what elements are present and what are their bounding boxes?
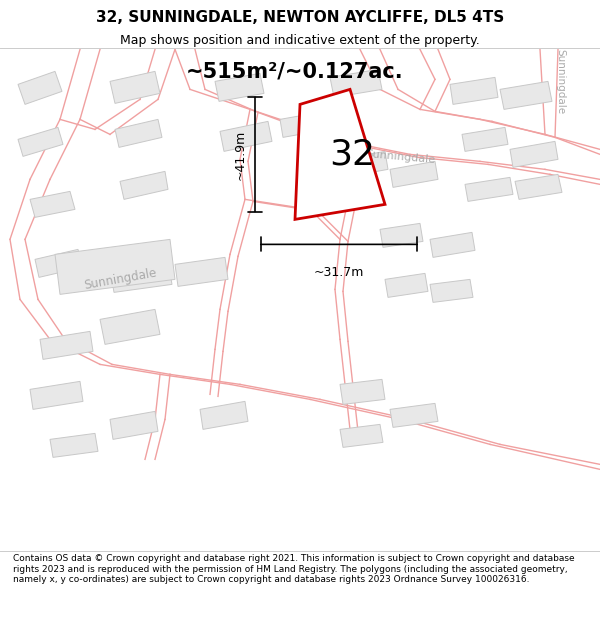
- Polygon shape: [18, 71, 62, 104]
- Polygon shape: [465, 177, 513, 201]
- Polygon shape: [515, 174, 562, 199]
- Polygon shape: [55, 239, 175, 294]
- Text: Contains OS data © Crown copyright and database right 2021. This information is : Contains OS data © Crown copyright and d…: [13, 554, 575, 584]
- Polygon shape: [340, 379, 385, 404]
- Polygon shape: [30, 191, 75, 218]
- Text: Sunningdale: Sunningdale: [83, 267, 157, 292]
- Text: 32, SUNNINGDALE, NEWTON AYCLIFFE, DL5 4TS: 32, SUNNINGDALE, NEWTON AYCLIFFE, DL5 4T…: [96, 11, 504, 26]
- Polygon shape: [110, 261, 172, 292]
- Polygon shape: [115, 119, 162, 148]
- Polygon shape: [35, 249, 82, 278]
- Polygon shape: [430, 279, 473, 302]
- Polygon shape: [50, 433, 98, 457]
- Polygon shape: [462, 127, 508, 151]
- Polygon shape: [330, 69, 382, 98]
- Polygon shape: [500, 81, 552, 109]
- Text: Sunningdale: Sunningdale: [365, 149, 435, 166]
- Polygon shape: [510, 141, 558, 168]
- Polygon shape: [30, 381, 83, 409]
- Polygon shape: [390, 403, 438, 428]
- Polygon shape: [100, 309, 160, 344]
- Polygon shape: [430, 232, 475, 258]
- Polygon shape: [40, 331, 93, 359]
- Polygon shape: [18, 127, 63, 156]
- Text: ~41.9m: ~41.9m: [234, 129, 247, 179]
- Polygon shape: [450, 78, 498, 104]
- Text: 32: 32: [329, 138, 376, 171]
- Polygon shape: [120, 171, 168, 199]
- Polygon shape: [340, 424, 383, 448]
- Text: ~31.7m: ~31.7m: [314, 266, 364, 279]
- Polygon shape: [295, 89, 385, 219]
- Polygon shape: [340, 151, 388, 178]
- Polygon shape: [110, 411, 158, 439]
- Polygon shape: [200, 401, 248, 429]
- Polygon shape: [390, 161, 438, 188]
- Polygon shape: [175, 258, 228, 286]
- Polygon shape: [280, 111, 328, 138]
- Text: Sunningdale: Sunningdale: [555, 49, 565, 114]
- Text: Map shows position and indicative extent of the property.: Map shows position and indicative extent…: [120, 34, 480, 48]
- Polygon shape: [110, 71, 160, 103]
- Polygon shape: [380, 223, 423, 248]
- Polygon shape: [385, 273, 428, 298]
- Text: ~515m²/~0.127ac.: ~515m²/~0.127ac.: [186, 61, 404, 81]
- Polygon shape: [220, 121, 272, 151]
- Polygon shape: [215, 73, 264, 101]
